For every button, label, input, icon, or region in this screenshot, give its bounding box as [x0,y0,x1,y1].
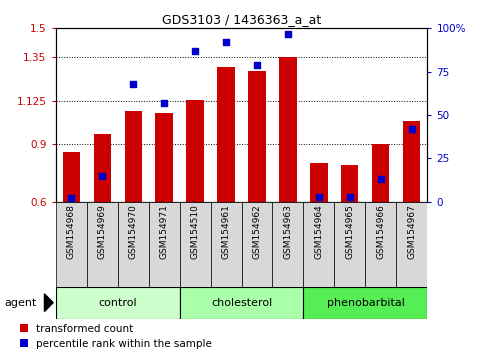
Bar [180,202,211,287]
Text: GSM154966: GSM154966 [376,204,385,259]
Text: GSM154962: GSM154962 [253,204,261,259]
Bar [186,99,203,202]
Bar [56,287,180,319]
Point [253,62,261,68]
Text: GSM154961: GSM154961 [222,204,230,259]
Bar [372,144,389,202]
Point [160,100,168,106]
Bar [248,71,266,202]
Bar [180,287,303,319]
Bar [94,134,111,202]
Point [315,194,323,199]
Bar [149,202,180,287]
Point [346,194,354,199]
Bar [86,202,117,287]
Text: GSM154969: GSM154969 [98,204,107,259]
Point [98,173,106,178]
Point [284,31,292,36]
Text: GSM154967: GSM154967 [408,204,416,259]
Text: GSM154968: GSM154968 [67,204,75,259]
Bar [334,202,366,287]
Text: GSM154965: GSM154965 [345,204,355,259]
Bar [117,202,149,287]
Bar [56,202,86,287]
Text: cholesterol: cholesterol [211,298,272,308]
Point [377,176,385,182]
Bar [125,111,142,202]
Point [191,48,199,54]
Bar [242,202,272,287]
Title: GDS3103 / 1436363_a_at: GDS3103 / 1436363_a_at [162,13,321,26]
Text: phenobarbital: phenobarbital [327,298,404,308]
Text: GSM154964: GSM154964 [314,204,324,259]
Legend: transformed count, percentile rank within the sample: transformed count, percentile rank withi… [19,324,212,349]
Point [67,195,75,201]
Text: control: control [98,298,137,308]
Point [408,126,416,132]
Bar [303,202,334,287]
Point [222,39,230,45]
Bar [272,202,303,287]
Bar [211,202,242,287]
Bar [397,202,427,287]
Text: GSM154970: GSM154970 [128,204,138,259]
Bar [366,202,397,287]
Bar [62,152,80,202]
Bar [403,121,421,202]
Bar [311,163,327,202]
Bar [280,57,297,202]
Bar [341,165,358,202]
Text: agent: agent [5,298,37,308]
Point [129,81,137,87]
Bar [303,287,427,319]
Text: GSM154510: GSM154510 [190,204,199,259]
Text: GSM154971: GSM154971 [159,204,169,259]
Bar [156,113,172,202]
Text: GSM154963: GSM154963 [284,204,293,259]
Bar [217,67,235,202]
